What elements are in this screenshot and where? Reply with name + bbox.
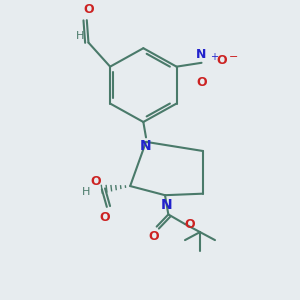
Text: O: O [83, 3, 94, 16]
Text: O: O [100, 211, 110, 224]
Text: −: − [229, 52, 239, 62]
Text: H: H [76, 31, 84, 41]
Text: N: N [140, 139, 152, 153]
Text: O: O [185, 218, 195, 231]
Text: N: N [196, 48, 207, 61]
Text: H: H [82, 187, 90, 197]
Text: O: O [148, 230, 159, 243]
Text: O: O [217, 54, 227, 67]
Text: O: O [91, 175, 101, 188]
Text: O: O [196, 76, 207, 88]
Text: +: + [210, 52, 218, 62]
Text: N: N [161, 198, 172, 212]
